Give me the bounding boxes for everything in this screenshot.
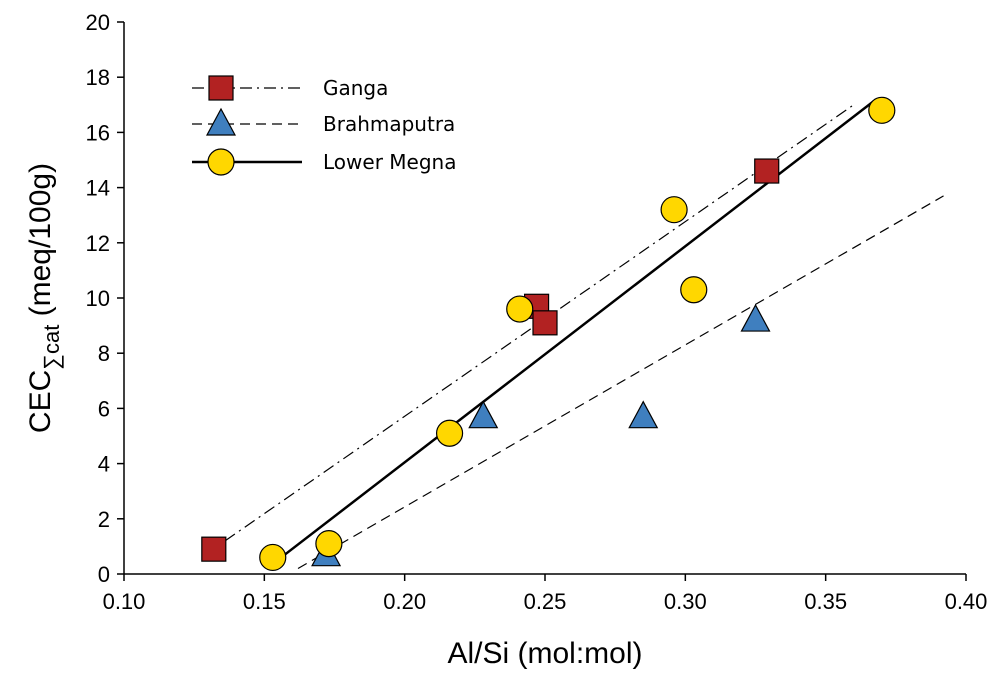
point-lower-megna — [259, 543, 287, 572]
point-brahmaputra — [468, 400, 499, 429]
point-brahmaputra — [628, 400, 659, 429]
legend-label-brahmaputra: Brahmaputra — [323, 112, 455, 136]
y-tick-label: 2 — [98, 507, 110, 532]
data-points — [201, 96, 896, 572]
point-lower-megna — [435, 419, 464, 447]
y-tick-label: 18 — [86, 65, 110, 90]
x-tick-label: 0.35 — [804, 589, 847, 614]
y-tick-label: 6 — [98, 396, 110, 421]
x-tick-label: 0.40 — [945, 589, 988, 614]
y-axis-title: CEC∑cat (meq/100g) — [24, 163, 64, 433]
point-ganga — [201, 536, 227, 562]
point-ganga — [754, 158, 780, 184]
ticks: 0.10 0.15 0.20 0.25 0.30 0.35 0.40 0 2 4 6 8 10 12 14 1… — [86, 10, 988, 614]
y-tick-label: 12 — [86, 231, 110, 256]
x-tick-label: 0.30 — [664, 589, 707, 614]
point-brahmaputra — [740, 303, 771, 332]
point-lower-megna — [660, 196, 688, 224]
y-tick-label: 4 — [98, 452, 110, 477]
y-tick-label: 8 — [98, 341, 110, 366]
y-tick-label: 16 — [86, 120, 110, 145]
point-lower-megna — [868, 96, 896, 124]
y-axis-title-suffix: (meq/100g) — [24, 163, 57, 325]
legend-label-lower-megna: Lower Megna — [323, 150, 456, 174]
x-tick-label: 0.20 — [383, 589, 426, 614]
y-tick-label: 10 — [86, 286, 110, 311]
legend-marker-brahmaputra — [205, 107, 237, 136]
point-ganga — [532, 310, 558, 336]
x-tick-label: 0.25 — [524, 589, 567, 614]
point-lower-megna — [680, 276, 708, 304]
y-tick-label: 0 — [98, 562, 110, 587]
y-axis-title-prefix: CEC — [24, 370, 57, 433]
point-lower-megna — [506, 295, 534, 323]
legend-label-ganga: Ganga — [323, 76, 388, 100]
point-lower-megna — [315, 530, 343, 558]
y-tick-label: 20 — [86, 10, 110, 35]
legend: Ganga Brahmaputra Lower Megna — [192, 75, 456, 176]
y-axis-title-subscript: ∑cat — [39, 325, 64, 370]
x-axis-title: Al/Si (mol:mol) — [447, 637, 642, 670]
fit-line-ganga — [224, 104, 855, 542]
legend-marker-lower-megna — [207, 148, 235, 176]
x-tick-label: 0.15 — [243, 589, 286, 614]
y-tick-label: 14 — [86, 176, 110, 201]
x-tick-label: 0.10 — [103, 589, 146, 614]
fit-line-brahmaputra — [297, 195, 944, 569]
legend-marker-ganga — [208, 75, 234, 101]
